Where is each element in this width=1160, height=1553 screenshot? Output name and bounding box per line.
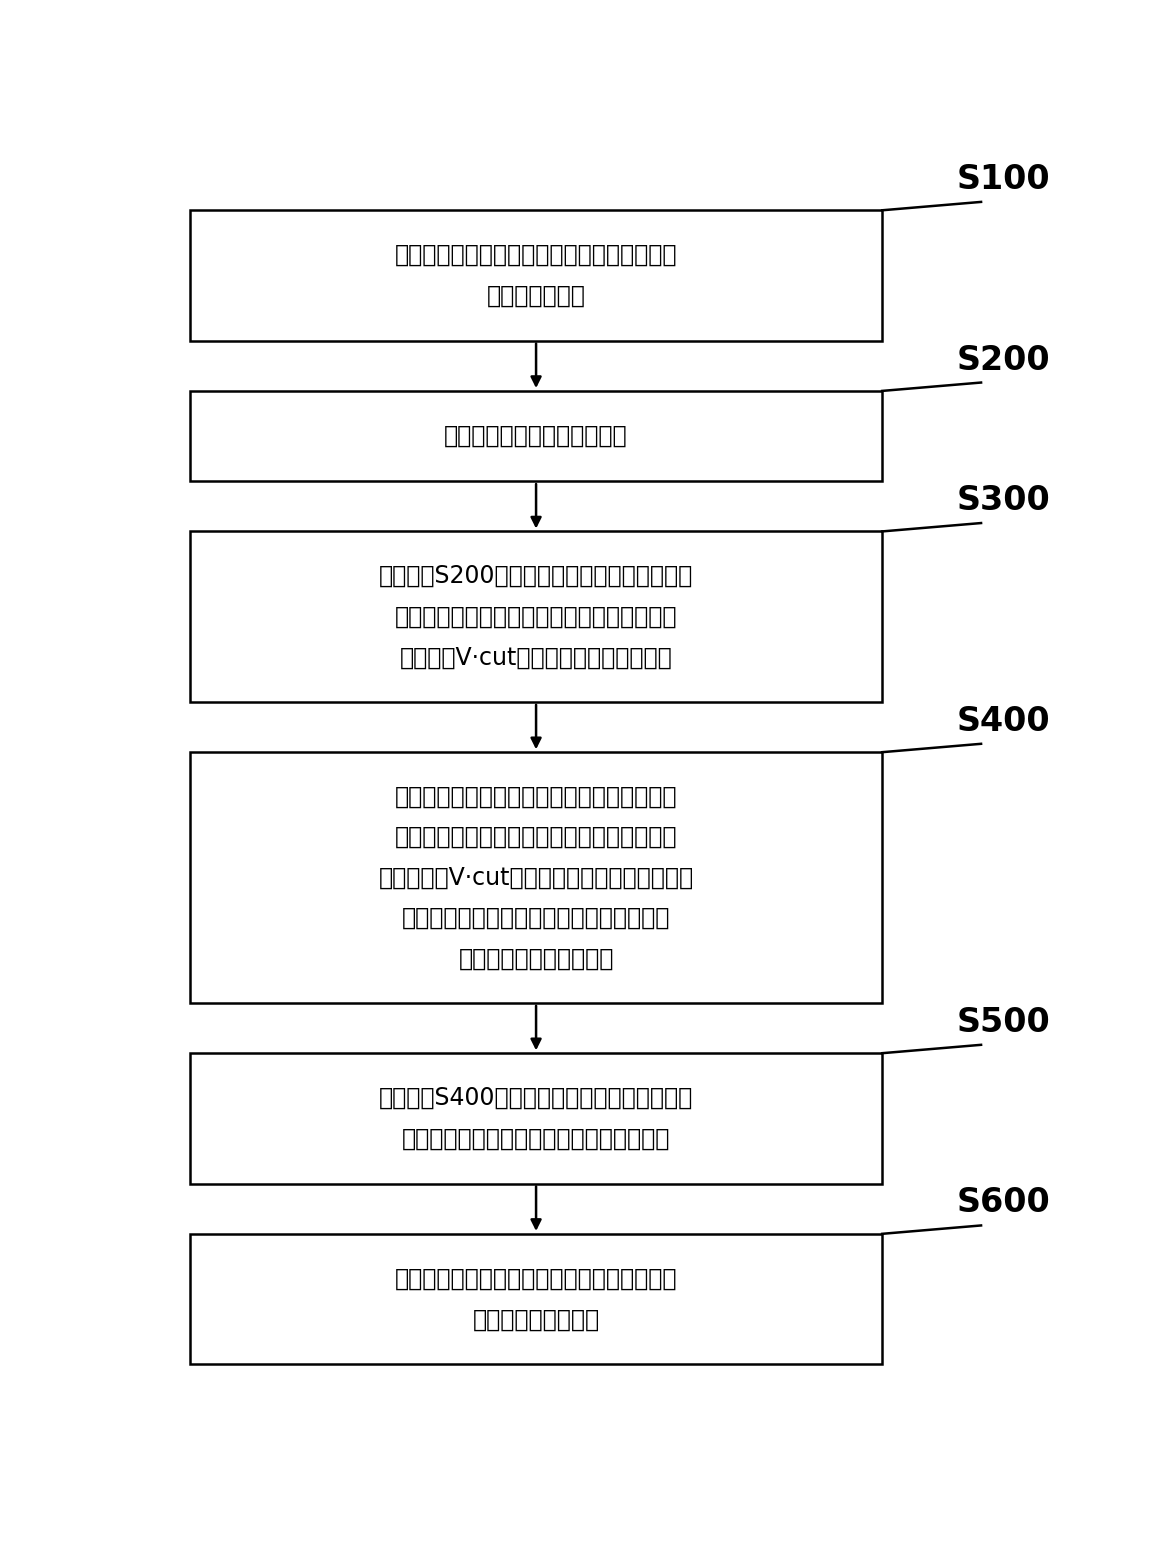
Text: S200: S200: [957, 343, 1050, 376]
FancyBboxPatch shape: [190, 531, 882, 702]
Text: S600: S600: [957, 1186, 1051, 1219]
FancyBboxPatch shape: [190, 391, 882, 481]
Text: 根据步骤S400计算出的偏差进行修模，采用砂: 根据步骤S400计算出的偏差进行修模，采用砂: [379, 1086, 694, 1110]
Text: 构参数进行对比，计算出各参数的偏差，并: 构参数进行对比，计算出各参数的偏差，并: [401, 907, 670, 930]
FancyBboxPatch shape: [190, 752, 882, 1003]
FancyBboxPatch shape: [190, 1053, 882, 1183]
Text: S100: S100: [957, 163, 1050, 196]
Text: S400: S400: [957, 705, 1050, 738]
Text: 行检测，以V·cut槽结构为基准与所需导光板结: 行检测，以V·cut槽结构为基准与所需导光板结: [378, 865, 694, 890]
Text: 根据步骤S200中设置的参数，利用线切割方法: 根据步骤S200中设置的参数，利用线切割方法: [379, 564, 694, 589]
Text: 将各参数导入计算机完成设置: 将各参数导入计算机完成设置: [444, 424, 628, 449]
Text: 光滑，得到模具成品: 光滑，得到模具成品: [472, 1308, 600, 1331]
Text: 采用砂轮对模具的注塑面和边缘进行反复打磨: 采用砂轮对模具的注塑面和边缘进行反复打磨: [394, 1267, 677, 1291]
Text: S500: S500: [957, 1006, 1051, 1039]
Text: 根据所需导光板的结构、参数以及允许公差制: 根据所需导光板的结构、参数以及允许公差制: [394, 244, 677, 267]
Text: S300: S300: [957, 485, 1051, 517]
Text: 对板材进行加工得到异形结构的模仁，并在模: 对板材进行加工得到异形结构的模仁，并在模: [394, 604, 677, 629]
FancyBboxPatch shape: [190, 210, 882, 340]
FancyBboxPatch shape: [190, 1233, 882, 1364]
Text: 确定模具需要修整的部位: 确定模具需要修整的部位: [458, 947, 614, 971]
Text: 后进行导光板注塑工艺；将注塑好的导光板进: 后进行导光板注塑工艺；将注塑好的导光板进: [394, 825, 677, 849]
Text: 仁上加工V·cut槽和网点结构，得到初模: 仁上加工V·cut槽和网点结构，得到初模: [400, 646, 673, 669]
Text: 轮对模具进行反复精加工，直至各参数合格: 轮对模具进行反复精加工，直至各参数合格: [401, 1127, 670, 1151]
Text: 将制作好的初膜安装到导光板注塑工位中，然: 将制作好的初膜安装到导光板注塑工位中，然: [394, 784, 677, 808]
Text: 作模具加工图纸: 作模具加工图纸: [487, 284, 586, 307]
